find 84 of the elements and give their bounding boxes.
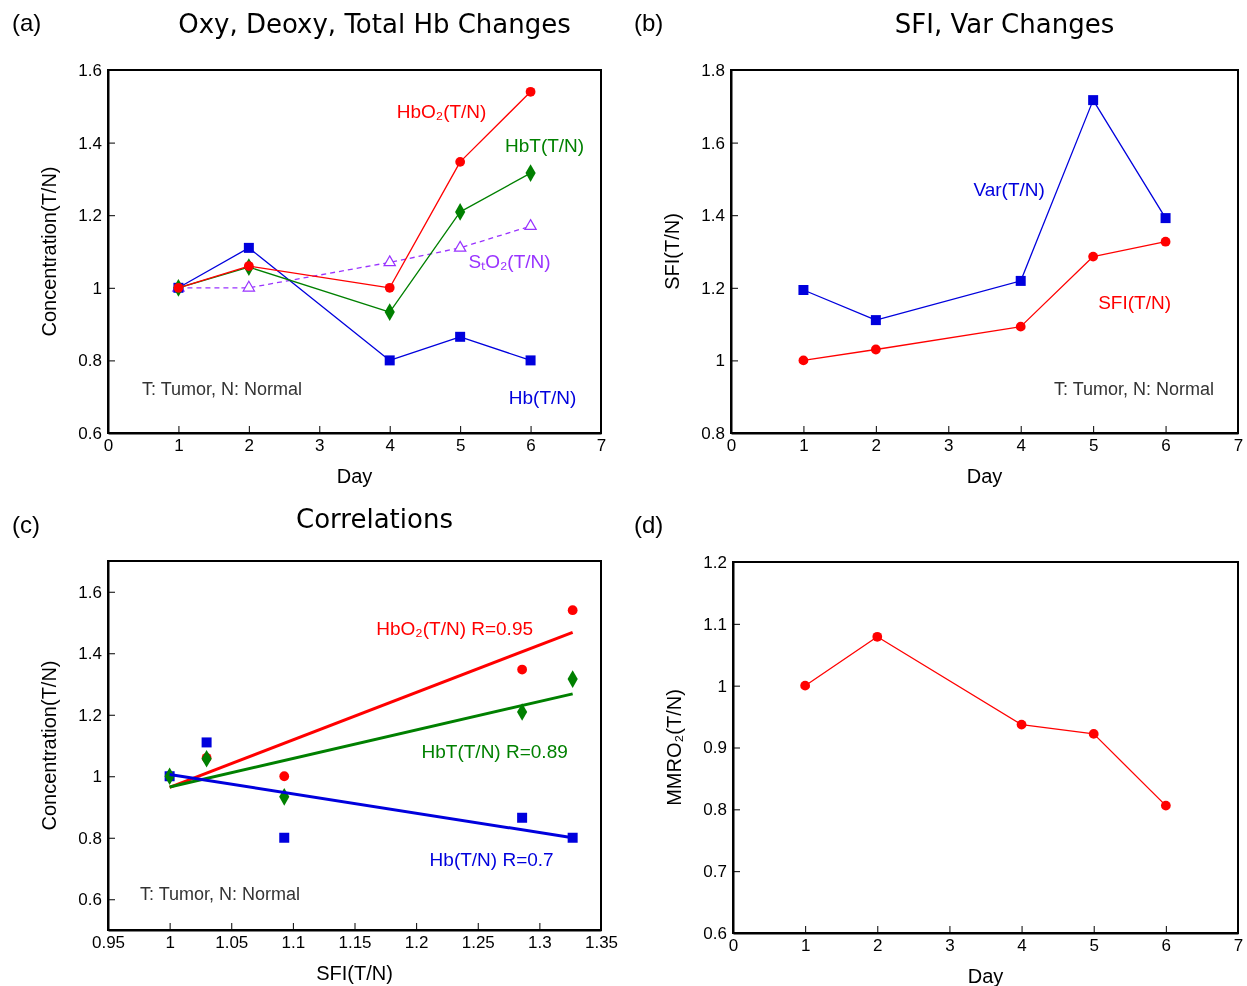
series-label: HbO₂(T/N) R=0.95 xyxy=(376,618,534,640)
x-tick-label: 2 xyxy=(244,436,255,456)
chart-title: Oxy, Deoxy, Total Hb Changes xyxy=(178,9,571,39)
series-label: HbT(T/N) R=0.89 xyxy=(421,740,568,762)
x-tick-label: 7 xyxy=(1233,936,1244,956)
x-tick-label: 1.25 xyxy=(461,933,495,953)
y-tick-label: 1 xyxy=(715,351,725,371)
x-tick-label: 4 xyxy=(1016,436,1026,456)
y-axis-title: Concentration(T/N) xyxy=(38,166,60,337)
x-tick-label: 2 xyxy=(873,936,883,956)
text: (a) xyxy=(12,9,42,36)
x-axis-title: Day xyxy=(966,465,1003,487)
y-tick-label: 1 xyxy=(92,767,102,787)
x-tick-label: 3 xyxy=(315,436,325,456)
series-label: Hb(T/N) R=0.7 xyxy=(429,848,554,870)
x-tick-label: 6 xyxy=(1161,936,1172,956)
x-tick-label: 2 xyxy=(871,436,882,456)
series-label: Hb(T/N) xyxy=(508,387,577,409)
y-tick-label: 1.2 xyxy=(703,552,727,572)
y-tick-label: 1.4 xyxy=(701,206,725,226)
series-label: SFI(T/N) xyxy=(1098,291,1171,313)
x-tick-label: 1.05 xyxy=(215,933,249,953)
y-tick-label: 1.2 xyxy=(78,705,102,725)
x-tick-label: 1.35 xyxy=(584,933,619,953)
x-tick-label: 0.95 xyxy=(91,933,126,953)
x-tick-label: 7 xyxy=(596,436,607,456)
x-tick-label: 5 xyxy=(455,436,466,456)
chart-title: SFI, Var Changes xyxy=(894,9,1115,39)
y-axis-title: SFI(T/N) xyxy=(661,213,683,290)
y-tick-label: 0.6 xyxy=(703,923,727,943)
y-tick-label: 0.8 xyxy=(701,423,725,443)
x-tick-label: 1 xyxy=(800,936,811,956)
y-tick-label: 0.8 xyxy=(78,828,102,848)
text: (d) xyxy=(634,511,664,538)
x-tick-label: 1 xyxy=(799,436,809,456)
text: (c) xyxy=(12,511,40,538)
series-label: SₜO₂(T/N) xyxy=(468,251,551,273)
x-tick-label: 1 xyxy=(174,436,184,456)
y-tick-label: 0.6 xyxy=(78,423,102,443)
y-tick-label: 1.8 xyxy=(701,60,725,80)
y-tick-label: 0.8 xyxy=(78,351,102,371)
y-tick-label: 1.4 xyxy=(78,133,102,153)
annotation: T: Tumor, N: Normal xyxy=(142,379,303,399)
x-tick-label: 6 xyxy=(1161,436,1171,456)
chart-title: Correlations xyxy=(296,504,453,534)
x-tick-label: 4 xyxy=(1017,936,1027,956)
x-tick-label: 0 xyxy=(726,436,737,456)
text: (b) xyxy=(634,9,664,36)
annotation: T: Tumor, N: Normal xyxy=(140,884,301,904)
x-tick-label: 1 xyxy=(165,933,175,953)
y-tick-label: 1.2 xyxy=(78,206,102,226)
y-tick-label: 1 xyxy=(92,278,102,298)
x-tick-label: 3 xyxy=(944,436,954,456)
x-tick-label: 3 xyxy=(945,936,955,956)
y-axis-title: Concentration(T/N) xyxy=(38,660,60,831)
x-tick-label: 0 xyxy=(103,436,114,456)
x-tick-label: 6 xyxy=(526,436,536,456)
y-tick-label: 1.2 xyxy=(701,278,725,298)
x-axis-title: SFI(T/N) xyxy=(316,962,393,984)
series-label: Var(T/N) xyxy=(973,179,1045,201)
x-tick-label: 1.1 xyxy=(281,933,306,953)
y-tick-label: 0.9 xyxy=(703,738,727,758)
y-tick-label: 1.6 xyxy=(78,60,102,80)
y-tick-label: 0.8 xyxy=(703,800,727,820)
x-axis-title: Day xyxy=(336,465,373,487)
x-tick-label: 5 xyxy=(1089,936,1099,956)
y-tick-label: 1.6 xyxy=(701,133,725,153)
y-axis-title: MMRO₂(T/N) xyxy=(663,689,685,806)
annotation: T: Tumor, N: Normal xyxy=(1053,379,1214,399)
y-tick-label: 1.1 xyxy=(703,614,727,634)
x-tick-label: 1.3 xyxy=(528,933,552,953)
x-tick-label: 5 xyxy=(1088,436,1099,456)
series-label: HbT(T/N) xyxy=(504,135,585,157)
x-tick-label: 1.15 xyxy=(338,933,372,953)
y-tick-label: 0.7 xyxy=(703,862,727,882)
y-tick-label: 1.6 xyxy=(78,582,102,602)
series-label: HbO₂(T/N) xyxy=(396,100,487,122)
x-tick-label: 1.2 xyxy=(404,933,429,953)
x-tick-label: 4 xyxy=(385,436,395,456)
y-tick-label: 1.4 xyxy=(78,644,102,664)
y-tick-label: 1 xyxy=(717,676,727,696)
x-tick-label: 7 xyxy=(1233,436,1244,456)
y-tick-label: 0.6 xyxy=(78,890,102,910)
x-tick-label: 0 xyxy=(728,936,739,956)
